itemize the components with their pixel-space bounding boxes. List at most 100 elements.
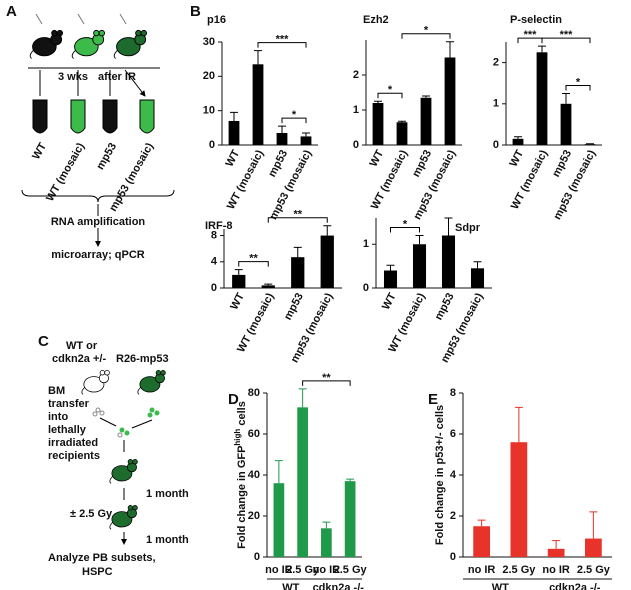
bar xyxy=(320,235,334,288)
bar xyxy=(536,52,548,145)
y-tick-label: 0 xyxy=(353,139,359,151)
error-bar xyxy=(278,125,286,133)
significance-label: *** xyxy=(276,33,290,45)
x-tick-label: WT xyxy=(380,291,399,312)
x-tick-label: mp53 xyxy=(410,148,434,179)
error-bar xyxy=(422,95,430,98)
error-bar xyxy=(302,132,310,137)
sample-label: WT xyxy=(30,141,49,162)
chart-title: IRF-8 xyxy=(205,220,233,232)
tube xyxy=(32,99,48,134)
tube xyxy=(139,99,155,134)
mouse-icon xyxy=(81,369,110,395)
bar xyxy=(228,120,240,145)
x-tick-label: mp53 xyxy=(550,148,574,179)
significance-bracket xyxy=(238,261,269,267)
bar xyxy=(372,103,384,145)
y-tick-label: 2 xyxy=(450,510,456,522)
arrows xyxy=(39,69,145,96)
error-bar xyxy=(322,521,331,529)
transfer-text: lethally xyxy=(48,424,87,436)
y-axis-label-part: Fold change in GFP xyxy=(236,446,248,549)
y-tick-label: 0 xyxy=(209,139,215,151)
significance-bracket xyxy=(257,42,307,48)
y-tick-label: 2 xyxy=(353,69,359,81)
significance-bracket xyxy=(267,217,328,223)
y-tick-label: 8 xyxy=(211,229,217,241)
y-tick-label: 80 xyxy=(248,387,260,399)
y-tick-label: 6 xyxy=(450,428,456,440)
x-tick-label: mp53 xyxy=(266,148,290,179)
bar xyxy=(383,270,398,288)
x-tick-label: no IR xyxy=(468,564,496,576)
significance-bracket xyxy=(281,117,307,124)
step: microarray; qPCR xyxy=(51,249,145,261)
tube xyxy=(70,99,86,134)
bar xyxy=(291,257,305,288)
error-bar xyxy=(444,217,453,236)
significance-label: * xyxy=(388,84,393,96)
chart-title: Ezh2 xyxy=(363,14,389,26)
error-bar xyxy=(473,261,482,269)
bar xyxy=(473,526,491,557)
panel-label: C xyxy=(38,333,49,350)
transfer-text: recipients xyxy=(48,450,100,462)
significance-bracket xyxy=(565,85,591,91)
group-label: WT xyxy=(282,582,299,590)
error-bar xyxy=(398,120,406,123)
chart-title: P-selectin xyxy=(510,14,562,26)
y-axis-label-part: Fold change in p53+/- cells xyxy=(434,405,446,545)
bar xyxy=(261,285,275,288)
x-tick-label: WT xyxy=(228,291,247,312)
error-bar xyxy=(230,111,238,121)
y-tick-label: 0 xyxy=(493,139,499,151)
donor-label: WT or xyxy=(66,340,98,352)
x-tick-label: 2.5 Gy xyxy=(286,564,320,576)
analysis: HSPC xyxy=(82,566,113,578)
significance-label: * xyxy=(292,109,297,121)
significance-bracket xyxy=(302,380,351,386)
tube xyxy=(102,99,118,134)
significance-label: * xyxy=(424,25,429,37)
error-bar xyxy=(514,136,522,139)
error-bar xyxy=(386,264,395,271)
y-tick-label: 0 xyxy=(211,282,217,294)
donor-label: R26-mp53 xyxy=(116,353,169,365)
donor-label: cdkn2a +/- xyxy=(52,353,106,365)
y-tick-label: 20 xyxy=(203,70,215,82)
mouse-icon xyxy=(109,504,138,530)
bar xyxy=(273,483,285,557)
bar xyxy=(252,64,264,145)
bar xyxy=(584,538,602,557)
bar xyxy=(512,138,524,145)
y-tick-label: 0 xyxy=(363,282,369,294)
significance-label: *** xyxy=(524,29,538,41)
panel-label: E xyxy=(428,391,438,408)
error-bar xyxy=(446,41,454,58)
y-tick-label: 30 xyxy=(203,36,215,48)
bar xyxy=(470,268,485,288)
bar xyxy=(321,528,332,557)
cells xyxy=(92,407,160,438)
significance-label: ** xyxy=(249,253,258,265)
x-tick-label: WT xyxy=(224,148,243,169)
group-label: WT xyxy=(492,582,509,590)
error-bar xyxy=(298,388,307,408)
y-axis-label: Fold change in p53+/- cells xyxy=(434,405,446,545)
x-tick-label: no IR xyxy=(542,564,570,576)
significance-bracket xyxy=(390,227,420,233)
significance-bracket xyxy=(377,92,403,99)
mouse-icon xyxy=(137,369,166,395)
transfer-text: into xyxy=(48,411,68,423)
y-tick-label: 1 xyxy=(493,98,499,110)
x-tick-label: no IR xyxy=(265,564,293,576)
bar xyxy=(584,144,596,145)
y-axis-label-part: cells xyxy=(236,401,248,429)
irradiation-mark xyxy=(35,13,127,25)
group-label: cdkn2a -/- xyxy=(313,582,365,590)
error-bar xyxy=(374,100,382,103)
sample-label: mp53 xyxy=(94,141,119,172)
bar xyxy=(276,132,288,145)
